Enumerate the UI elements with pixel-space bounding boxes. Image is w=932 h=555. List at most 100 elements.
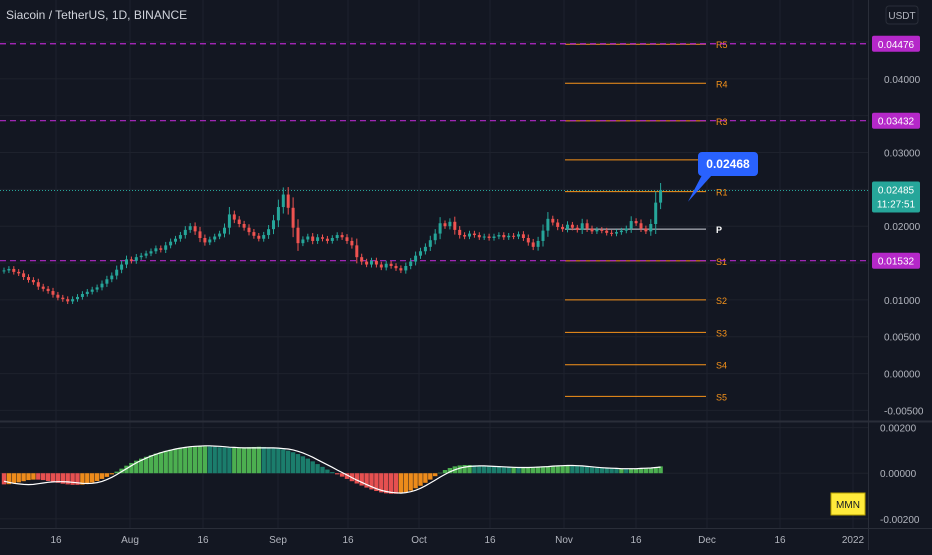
candle-body: [531, 242, 535, 247]
candle-body: [291, 207, 295, 228]
histogram-bar: [648, 467, 653, 474]
histogram-bar: [114, 471, 119, 474]
price-axis[interactable]: 0.04000 0.03000 0.02000 0.01000 0.00500 0.000…: [884, 75, 924, 418]
histogram-bar: [364, 473, 369, 488]
candle-body: [41, 286, 45, 289]
signal-line-path: [3, 445, 661, 494]
candle-body: [110, 275, 114, 280]
time-tick-label: 16: [484, 535, 496, 546]
candle-body: [468, 233, 471, 237]
candle-body: [17, 271, 21, 274]
time-tick-label: 16: [342, 535, 354, 546]
dashed-level-tag-label: 0.04476: [878, 40, 915, 51]
candle-body: [404, 266, 408, 271]
histogram-bar: [212, 446, 217, 474]
histogram-bar: [580, 466, 585, 474]
indicator-axis[interactable]: 0.00200 0.00000 -0.00200: [880, 424, 920, 526]
histogram-bar: [173, 448, 178, 474]
histogram-bar: [486, 466, 492, 474]
histogram-bar: [11, 473, 16, 484]
time-tick-label: Oct: [411, 535, 427, 546]
candle-body: [477, 235, 481, 238]
candle-body: [208, 239, 212, 243]
candle-body: [463, 235, 467, 237]
candle-body: [252, 232, 256, 236]
histogram-bar: [305, 458, 310, 474]
candle-body: [370, 260, 373, 265]
histogram-bar: [99, 473, 105, 479]
histogram-bar: [85, 473, 90, 484]
candle-body: [169, 241, 173, 246]
histogram-bar: [388, 473, 394, 494]
histogram-bar: [624, 468, 629, 474]
dashed-level-tag-label: 0.03432: [878, 117, 915, 128]
histogram-bar: [521, 467, 526, 474]
histogram-bar: [246, 447, 252, 474]
candle-body: [453, 221, 457, 230]
pivot-label-s4: S4: [716, 361, 727, 371]
histogram-bar: [134, 460, 139, 474]
candle-body: [595, 229, 599, 232]
candle-body: [394, 266, 398, 269]
candle-body: [399, 268, 403, 271]
candle-body: [76, 296, 79, 300]
candle-body: [365, 261, 369, 265]
candle-body: [95, 287, 99, 290]
histogram-bar: [197, 446, 203, 474]
histogram-bar: [472, 465, 477, 474]
candle-body: [80, 294, 84, 297]
currency-button[interactable]: [885, 5, 919, 25]
candle-body: [56, 294, 60, 298]
candle-body: [296, 227, 300, 244]
candle-body: [267, 229, 271, 236]
histogram-bar: [565, 465, 570, 474]
candle-body: [12, 268, 16, 272]
candle-body: [71, 299, 75, 302]
candle-body: [487, 236, 491, 238]
histogram-bar: [227, 447, 232, 474]
histogram-bar: [614, 468, 619, 474]
horizontal-dashed-lines[interactable]: [0, 43, 868, 262]
time-tick-label: Dec: [698, 535, 716, 546]
symbol-title[interactable]: Siacoin / TetherUS, 1D, BINANCE: [6, 8, 187, 22]
histogram-bar: [80, 473, 85, 485]
candle-body: [237, 219, 241, 224]
histogram-bar: [379, 473, 384, 493]
histogram-bar: [310, 461, 315, 474]
mmn-badge-label: MMN: [836, 500, 860, 511]
candle-body: [374, 260, 378, 265]
histogram-bar: [1, 473, 7, 485]
candle-body: [438, 223, 442, 234]
last-price-label: 0.02485: [878, 185, 915, 196]
histogram-bar: [560, 465, 565, 474]
candle-body: [517, 234, 520, 237]
candle-body: [286, 194, 290, 208]
candle-body: [492, 236, 496, 238]
candle-body: [590, 228, 594, 232]
candle-body: [526, 238, 530, 243]
histogram-bar: [599, 467, 604, 474]
candle-body: [257, 235, 261, 239]
candle-body: [174, 238, 177, 242]
histogram-bar: [261, 446, 266, 474]
candle-body: [247, 227, 251, 233]
mmn-badge[interactable]: [830, 492, 866, 516]
histogram-bar: [457, 465, 462, 474]
candle-body: [85, 291, 89, 294]
candle-body: [340, 235, 344, 238]
time-axis[interactable]: 16 Aug 16 Sep 16 Oct 16 Nov 16 Dec 16 2022: [50, 535, 864, 546]
histogram-bar: [428, 473, 433, 480]
candle-body: [448, 221, 452, 227]
candle-body: [193, 226, 197, 232]
histogram-bar: [330, 472, 335, 474]
time-tick-label: 16: [50, 535, 62, 546]
histogram-bar: [643, 468, 649, 474]
histogram-bar: [6, 473, 12, 485]
histogram-bar: [50, 473, 56, 482]
histogram-bar: [467, 465, 472, 474]
histogram-bar: [266, 447, 271, 474]
histogram-bar: [70, 473, 75, 485]
candle-body: [502, 235, 506, 238]
